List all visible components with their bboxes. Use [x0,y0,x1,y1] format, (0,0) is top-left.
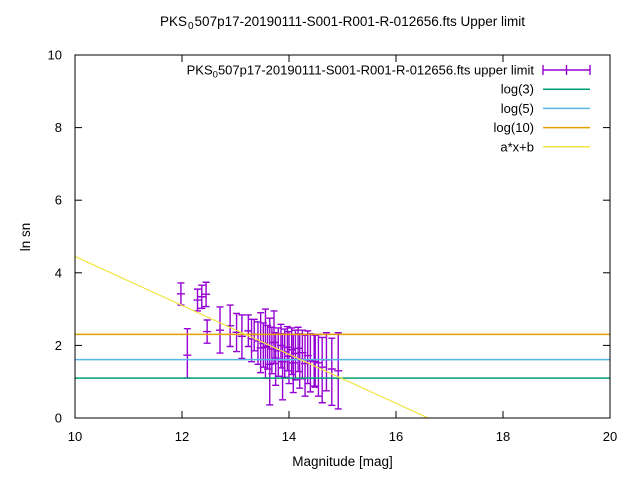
errorbar-points [176,281,343,410]
x-tick-label: 14 [282,429,296,444]
chart-title-subscript: 0 [187,21,194,32]
legend: PKS0507p17-20190111-S001-R001-R-012656.f… [187,63,591,154]
x-tick-label: 12 [175,429,189,444]
chart-title-rest: 507p17-20190111-S001-R001-R-012656.fts U… [194,14,526,29]
y-tick-label: 8 [55,120,62,135]
y-tick-label: 6 [55,193,62,208]
legend-label: log(3) [501,82,534,97]
legend-label: a*x+b [500,139,534,154]
legend-sample-errorbar [542,65,591,75]
x-tick-label: 16 [389,429,403,444]
fit-line [74,255,429,419]
legend-label: log(5) [501,101,534,116]
y-tick-label: 10 [48,48,62,63]
errorbar-series [176,281,343,410]
x-axis-label: Magnitude [mag] [292,454,393,469]
legend-label: log(10) [494,120,534,135]
chart-title: PKS0507p17-20190111-S001-R001-R-012656.f… [75,14,610,32]
legend-label: PKS0507p17-20190111-S001-R001-R-012656.f… [187,63,535,81]
y-tick-label: 2 [55,338,62,353]
chart-title-prefix: PKS [159,14,187,29]
y-tick-label: 4 [55,265,62,280]
x-tick-label: 18 [496,429,510,444]
x-tick-label: 10 [68,429,82,444]
y-tick-label: 0 [55,411,62,426]
y-axis-ticks: 0 2 4 6 8 10 [48,48,610,426]
x-tick-label: 20 [603,429,617,444]
x-axis-ticks: 10 12 14 16 18 20 [68,55,617,444]
plot-border [74,54,611,419]
